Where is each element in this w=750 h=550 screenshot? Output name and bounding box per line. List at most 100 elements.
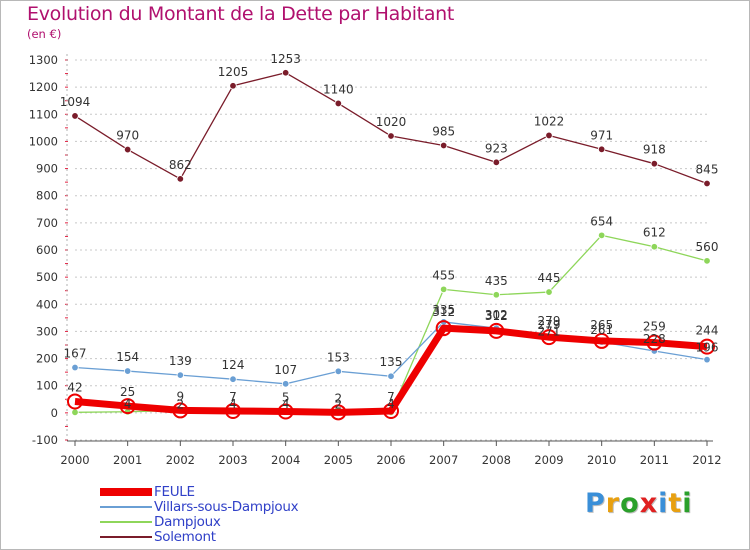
data-point bbox=[119, 398, 136, 415]
data-point bbox=[176, 371, 185, 379]
data-point bbox=[492, 158, 501, 167]
x-tick-label: 2007 bbox=[429, 453, 458, 467]
y-tick-label: 0 bbox=[51, 406, 58, 420]
data-point bbox=[334, 367, 343, 376]
data-point bbox=[71, 408, 79, 417]
legend-label: Solemont bbox=[154, 528, 216, 545]
data-label: 612 bbox=[643, 226, 666, 240]
data-label: 1094 bbox=[60, 95, 91, 109]
data-label: 25 bbox=[120, 385, 135, 399]
data-point bbox=[281, 380, 290, 388]
data-label: 4 bbox=[229, 397, 237, 411]
data-point bbox=[439, 141, 448, 150]
legend-item: FEULE bbox=[100, 483, 298, 500]
data-label: 196 bbox=[696, 341, 719, 355]
data-label: 918 bbox=[643, 143, 666, 157]
chart-subtitle: (en €) bbox=[27, 27, 62, 41]
data-point bbox=[229, 82, 237, 90]
data-point bbox=[383, 402, 399, 419]
legend-label: FEULE bbox=[154, 483, 195, 500]
logo-letter: t bbox=[668, 488, 683, 519]
y-tick-label: 1000 bbox=[29, 134, 58, 148]
x-tick-label: 2012 bbox=[692, 453, 721, 467]
data-point bbox=[646, 334, 663, 351]
grid bbox=[75, 59, 707, 441]
data-label: 259 bbox=[643, 320, 666, 334]
data-label: 2 bbox=[177, 397, 185, 411]
data-label: 985 bbox=[432, 125, 455, 139]
y-tick-label: 300 bbox=[36, 324, 58, 338]
data-point bbox=[699, 338, 715, 355]
legend-item: Solemont bbox=[100, 528, 298, 545]
data-point bbox=[277, 403, 294, 420]
data-label: 228 bbox=[643, 332, 666, 346]
data-label: 167 bbox=[64, 347, 87, 361]
data-labels: 1094970862120512531140102098592310229719… bbox=[60, 52, 719, 412]
x-tick-label: 2009 bbox=[534, 453, 563, 467]
data-point bbox=[593, 332, 610, 349]
data-label: 244 bbox=[696, 324, 719, 338]
data-label: 923 bbox=[485, 141, 508, 155]
data-point bbox=[650, 243, 659, 251]
logo-letter: i bbox=[658, 488, 669, 519]
data-point bbox=[703, 257, 711, 265]
y-tick-label: 800 bbox=[36, 189, 58, 203]
logo-letter: o bbox=[620, 488, 640, 519]
data-label: 445 bbox=[538, 271, 561, 285]
logo-letter: P bbox=[585, 488, 606, 519]
data-label: 124 bbox=[222, 358, 245, 372]
data-label: 135 bbox=[380, 355, 403, 369]
data-point bbox=[650, 159, 659, 168]
data-point bbox=[439, 285, 448, 294]
data-label: 9 bbox=[177, 389, 185, 403]
y-tick-label: 900 bbox=[36, 162, 58, 176]
x-tick-label: 2011 bbox=[640, 453, 669, 467]
data-label: 107 bbox=[274, 363, 297, 377]
data-label: 42 bbox=[67, 380, 82, 394]
proxiti-logo: Proxiti bbox=[585, 488, 693, 519]
data-point bbox=[71, 363, 79, 372]
data-point bbox=[703, 355, 711, 364]
legend-label: Villars-sous-Dampjoux bbox=[154, 498, 299, 515]
x-tick-label: 2001 bbox=[113, 453, 142, 467]
data-point bbox=[703, 179, 711, 188]
y-tick-label: 1300 bbox=[29, 53, 58, 67]
legend-label: Dampjoux bbox=[154, 513, 221, 530]
data-point bbox=[545, 131, 553, 140]
data-label: 271 bbox=[538, 324, 561, 338]
data-point bbox=[488, 322, 505, 339]
logo-letter: r bbox=[605, 488, 621, 519]
data-label: 455 bbox=[432, 268, 455, 282]
legend-swatch bbox=[100, 505, 152, 508]
chart-title: Evolution du Montant de la Dette par Hab… bbox=[27, 3, 455, 25]
data-label: 435 bbox=[485, 274, 508, 288]
data-point bbox=[67, 393, 83, 410]
data-label: 1253 bbox=[270, 52, 301, 66]
data-label: 970 bbox=[116, 129, 139, 143]
y-tick-label: 500 bbox=[36, 270, 58, 284]
data-point bbox=[435, 320, 452, 337]
data-label: 1205 bbox=[218, 65, 249, 79]
x-tick-label: 2006 bbox=[376, 453, 405, 467]
data-label: 312 bbox=[432, 305, 455, 319]
data-label: 971 bbox=[590, 128, 613, 142]
data-label: 1020 bbox=[376, 115, 407, 129]
x-tick-label: 2005 bbox=[324, 453, 353, 467]
data-point bbox=[492, 291, 501, 299]
data-label: 7 bbox=[229, 390, 237, 404]
data-label: 302 bbox=[485, 308, 508, 322]
data-label: 1140 bbox=[323, 82, 354, 96]
data-label: 265 bbox=[590, 318, 613, 332]
data-label: 1022 bbox=[534, 114, 565, 128]
data-label: 654 bbox=[590, 214, 613, 228]
series-line bbox=[74, 324, 708, 416]
y-tick-label: 1100 bbox=[29, 107, 58, 121]
logo-letter: i bbox=[682, 488, 693, 519]
data-label: 7 bbox=[387, 390, 395, 404]
data-label: 560 bbox=[696, 240, 719, 254]
data-point bbox=[229, 375, 237, 383]
y-tick-label: 200 bbox=[36, 352, 58, 366]
data-label: 2 bbox=[335, 391, 343, 405]
axes: -100 0 100 200 300 400 500 600 700 800 900 1000 1100… bbox=[29, 53, 722, 467]
